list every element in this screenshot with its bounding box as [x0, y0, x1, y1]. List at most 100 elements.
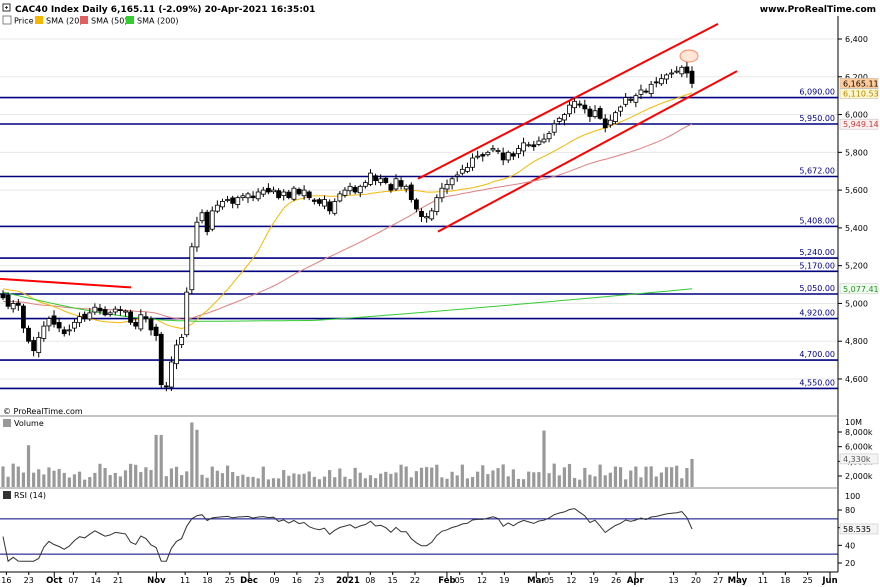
- time-axis-label: Oct: [46, 576, 62, 586]
- volume-bar: [562, 467, 567, 487]
- last-value-box: [839, 88, 879, 99]
- time-axis-label: 16: [292, 576, 302, 585]
- volume-bar: [578, 479, 582, 487]
- volume-bar: [62, 472, 66, 487]
- volume-bar: [134, 464, 138, 487]
- time-axis-label: 26: [611, 576, 621, 585]
- volume-bar: [624, 479, 628, 487]
- volume-bar: [307, 471, 311, 487]
- candle-body: [10, 303, 16, 310]
- time-axis-label: Mar: [527, 576, 546, 586]
- site-label[interactable]: www.ProRealTime.com: [760, 5, 876, 15]
- candle-body: [480, 154, 486, 157]
- volume-last-label: 4,330k: [843, 455, 871, 464]
- volume-bar: [210, 466, 214, 487]
- legend-volume: Volume: [14, 419, 44, 428]
- candle-body: [342, 189, 348, 196]
- candle-body: [189, 246, 195, 291]
- candle-body: [500, 152, 506, 161]
- volume-bar: [425, 467, 429, 487]
- candle-body: [674, 70, 680, 73]
- moving-averages: [2, 92, 693, 330]
- volume-bar: [394, 472, 398, 487]
- volume-bar: [57, 469, 61, 487]
- last-value-price: 6,165.11: [843, 79, 879, 88]
- volume-bar: [302, 473, 306, 487]
- volume-bar: [404, 466, 408, 487]
- volume-bar: [353, 467, 357, 487]
- price-axis-label: 5,400: [845, 224, 868, 233]
- candle-body: [21, 305, 26, 329]
- volume-bar: [225, 465, 230, 487]
- volume-bar: [557, 475, 561, 487]
- candle-body: [516, 148, 521, 155]
- volume-bar: [501, 464, 505, 487]
- volume-bar: [669, 467, 674, 487]
- volume-bar: [486, 474, 490, 487]
- volume-bar: [312, 476, 316, 487]
- volume-bar: [521, 479, 526, 487]
- candle-body: [643, 90, 649, 93]
- volume-axis-label: 6,000k: [845, 443, 873, 452]
- volume-bar: [292, 473, 296, 487]
- volume-bar: [435, 464, 439, 487]
- candle-body: [495, 150, 501, 152]
- expand-icon[interactable]: [2, 3, 11, 12]
- volume-axis-label: 2,000k: [845, 472, 873, 481]
- last-value-box: [839, 283, 879, 295]
- candle-body: [0, 293, 6, 299]
- volume-bar: [16, 466, 20, 487]
- time-axis-label: 09: [269, 576, 279, 585]
- volume-bar: [419, 467, 424, 487]
- level-label: 5,170.00: [799, 261, 835, 270]
- chart-title: CAC40 Index Daily 6,165.11 (-2.09%) 20-A…: [15, 5, 315, 15]
- candle-body: [623, 97, 629, 105]
- candle-body: [271, 189, 276, 193]
- price-axis-label: 5,000: [845, 299, 868, 308]
- volume-bar: [241, 474, 245, 487]
- volume-bar: [593, 476, 597, 487]
- price-axis-label: 6,000: [845, 111, 868, 120]
- candle-body: [679, 66, 685, 75]
- last-value-sma20: 6,110.53: [843, 90, 879, 99]
- price-axis-label: 6,200: [845, 73, 868, 82]
- legend-sma20: SMA (20): [46, 17, 82, 26]
- level-label: 5,240.00: [799, 248, 835, 257]
- volume-bar: [67, 477, 71, 487]
- candle-body: [449, 178, 455, 186]
- volume-bar: [685, 468, 689, 487]
- candle-body: [429, 210, 435, 220]
- volume-bar: [164, 476, 168, 487]
- volume-bar: [373, 478, 378, 487]
- candle-body: [546, 133, 552, 140]
- candle-body: [592, 110, 598, 118]
- time-axis-label: Feb: [438, 576, 455, 586]
- time-axis-label: 19: [589, 576, 599, 585]
- candle-body: [250, 195, 256, 199]
- price-axis-label: 5,800: [845, 148, 868, 157]
- time-axis-label: Nov: [147, 576, 166, 586]
- volume-bar: [287, 475, 291, 487]
- volume-bar: [491, 470, 495, 487]
- volume-bar: [363, 478, 367, 487]
- candle-body: [567, 104, 572, 115]
- candle-body: [286, 191, 292, 199]
- time-axis-label: 05: [544, 576, 554, 585]
- candle-body: [664, 74, 669, 80]
- volume-bar: [532, 472, 536, 487]
- volume-bar: [537, 472, 541, 487]
- volume-bar: [455, 475, 459, 487]
- trend-line: [437, 70, 738, 233]
- candle-body: [153, 326, 159, 336]
- legend-sma50: SMA (50): [91, 17, 127, 26]
- volume-bar: [169, 468, 174, 487]
- candle-body: [337, 193, 343, 202]
- candle-body: [194, 221, 200, 248]
- candle-body: [485, 151, 491, 156]
- candle-body: [230, 197, 236, 204]
- volume-bar: [113, 472, 117, 487]
- candle-body: [184, 291, 190, 336]
- legend-sma20-swatch: [35, 16, 43, 24]
- candle-body: [607, 119, 613, 126]
- level-label: 5,408.00: [799, 216, 835, 225]
